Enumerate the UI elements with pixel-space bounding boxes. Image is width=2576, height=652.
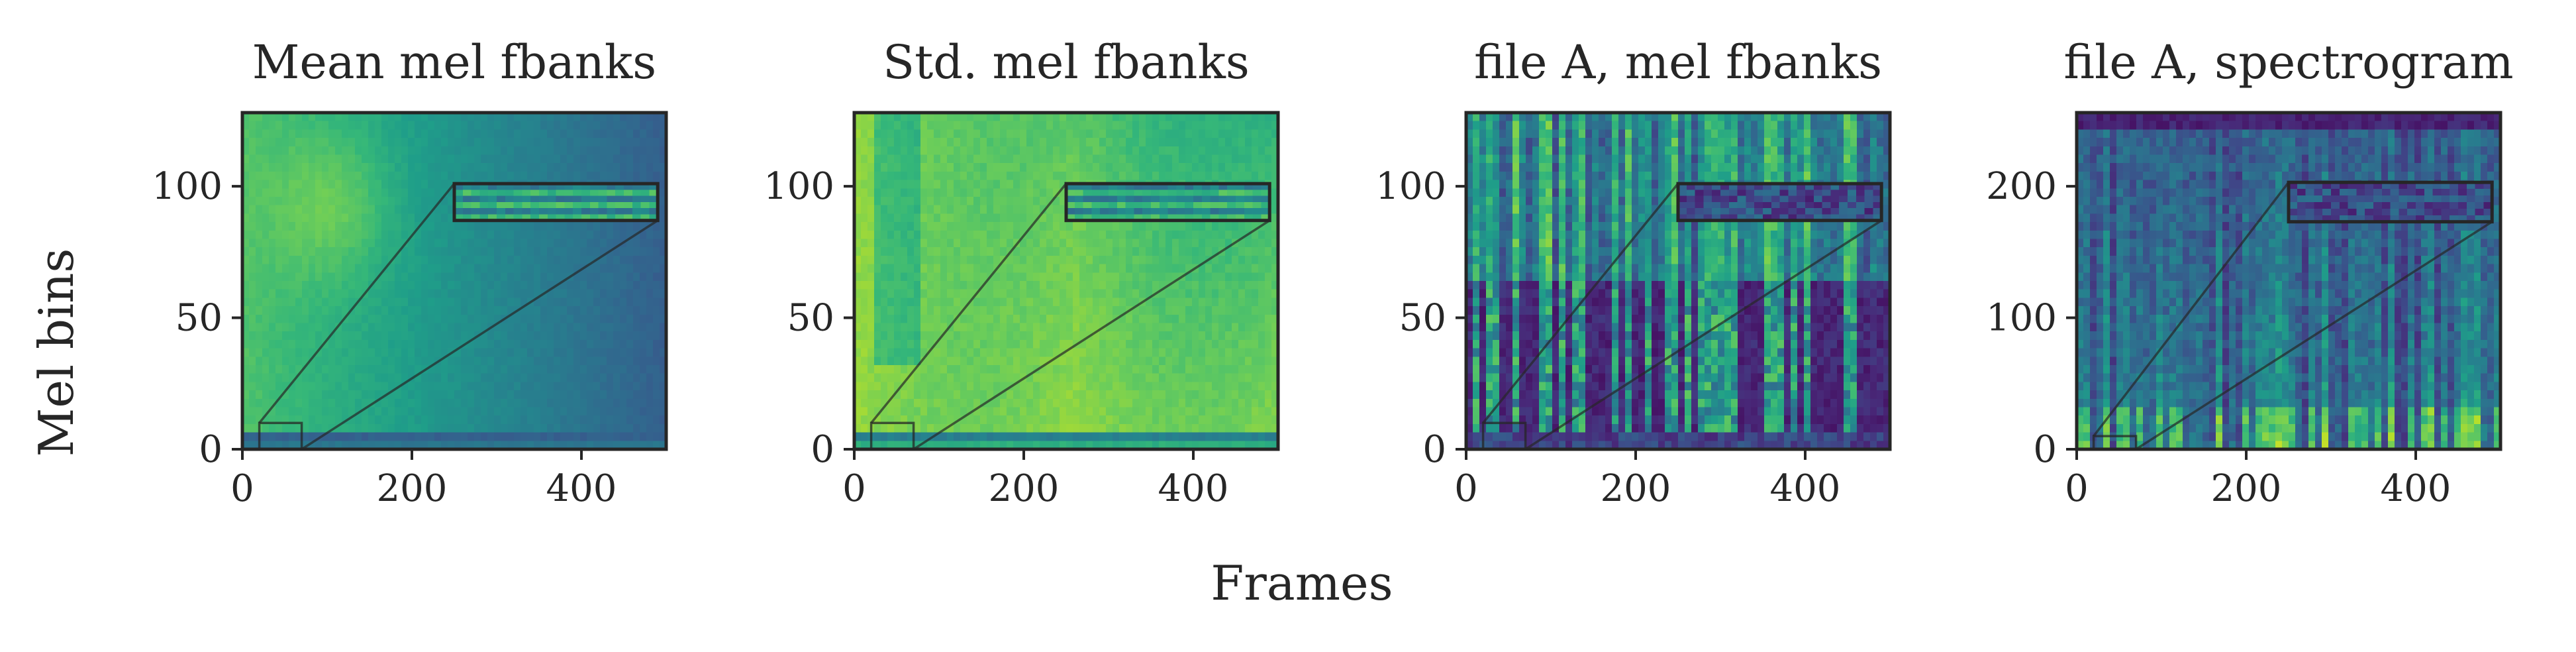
panel-3: file A, mel fbanks 0 200 400 0 50 100 [1375,35,1892,510]
y-tick-label: 0 [199,428,223,471]
y-tick-label: 200 [1986,165,2057,208]
y-tick-label: 0 [1422,428,1446,471]
heatmap-image [242,113,666,449]
inset-frame [452,182,660,223]
y-tick-label: 0 [2033,428,2057,471]
panel-1: Mean mel fbanks 0 200 400 0 50 100 [152,35,668,510]
x-tick-label: 400 [1158,467,1229,510]
zoom-connector [870,183,1067,424]
heatmap-image [854,113,1278,449]
panel-title: Mean mel fbanks [252,35,656,89]
zoom-connector [2135,221,2493,451]
panel-4: file A, spectrogram 0 200 400 0 100 200 [1986,35,2514,510]
x-tick-label: 200 [989,467,1060,510]
y-tick-label: 100 [1986,297,2057,340]
x-tick-label: 0 [230,467,254,510]
x-tick-label: 400 [1770,467,1841,510]
x-tick-label: 400 [546,467,617,510]
zoom-connector [1482,183,1679,424]
x-axis-label: Frames [1211,555,1393,611]
heatmap-image [2077,113,2501,449]
zoom-inset [2289,182,2493,223]
inset-frame [1064,182,1271,223]
x-tick-label: 200 [377,467,448,510]
y-axis-label: Mel bins [28,248,84,457]
zoom-inset [454,184,658,221]
axes-frame [852,111,1280,451]
panel-title: file A, spectrogram [2063,35,2513,89]
zoom-inset [1678,184,1882,221]
zoom-connector [913,219,1271,451]
axes-frame [1464,111,1892,451]
x-tick-label: 400 [2381,467,2452,510]
y-tick-label: 100 [152,165,223,208]
x-tick-label: 0 [842,467,866,510]
y-tick-label: 50 [787,297,834,340]
zoom-connector [258,183,456,424]
x-tick-label: 0 [2065,467,2089,510]
axes-frame [2075,111,2502,451]
y-tick-label: 100 [764,165,834,208]
inset-frame [1676,182,1883,223]
x-tick-label: 200 [1601,467,1671,510]
zoom-inset [1066,184,1270,221]
panel-title: file A, mel fbanks [1474,35,1882,89]
inset-frame [2287,180,2494,224]
x-tick-label: 0 [1454,467,1478,510]
y-tick-label: 50 [1399,297,1446,340]
y-tick-label: 100 [1375,165,1446,208]
heatmap-image [1466,113,1890,449]
zoom-connector [2093,182,2290,437]
y-tick-label: 50 [175,297,223,340]
panel-2: Std. mel fbanks 0 200 400 0 50 100 [764,35,1280,510]
x-tick-label: 200 [2211,467,2282,510]
axes-frame [240,111,668,451]
zoom-connector [1524,219,1883,451]
zoom-connector [301,219,659,451]
panel-title: Std. mel fbanks [883,35,1250,89]
y-tick-label: 0 [811,428,834,471]
